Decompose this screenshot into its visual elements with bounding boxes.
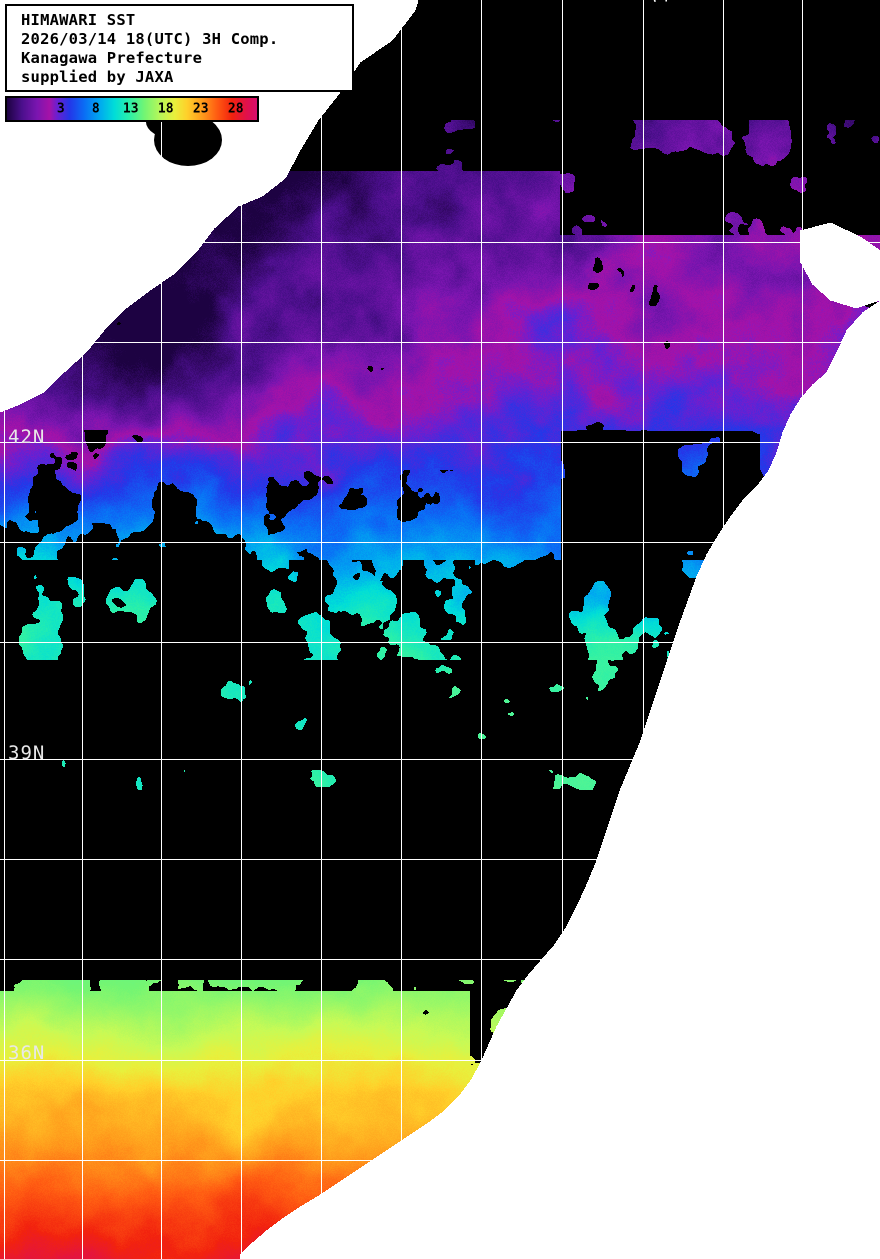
longitude-label-138e: 138E	[650, 0, 672, 4]
title-line-product: HIMAWARI SST	[21, 11, 136, 29]
latitude-label-39n: 39N	[8, 742, 46, 764]
colorbar-tick-28: 28	[227, 101, 244, 117]
latitude-label-36n: 36N	[8, 1042, 46, 1064]
title-line-source: supplied by JAXA	[21, 68, 174, 86]
colorbar-tick-18: 18	[157, 101, 174, 117]
title-line-datetime: 2026/03/14 18(UTC) 3H Comp.	[21, 30, 279, 48]
title-legend-box: HIMAWARI SST 2026/03/14 18(UTC) 3H Comp.…	[5, 4, 354, 92]
colorbar-tick-8: 8	[91, 101, 100, 117]
colorbar-gradient	[7, 98, 257, 120]
colorbar-tick-3: 3	[56, 101, 65, 117]
title-line-region: Kanagawa Prefecture	[21, 49, 203, 67]
colorbar-tick-23: 23	[192, 101, 209, 117]
temperature-colorbar: 3 8 13 18 23 28	[5, 96, 259, 122]
colorbar-tick-13: 13	[122, 101, 139, 117]
latitude-label-42n: 42N	[8, 426, 46, 448]
